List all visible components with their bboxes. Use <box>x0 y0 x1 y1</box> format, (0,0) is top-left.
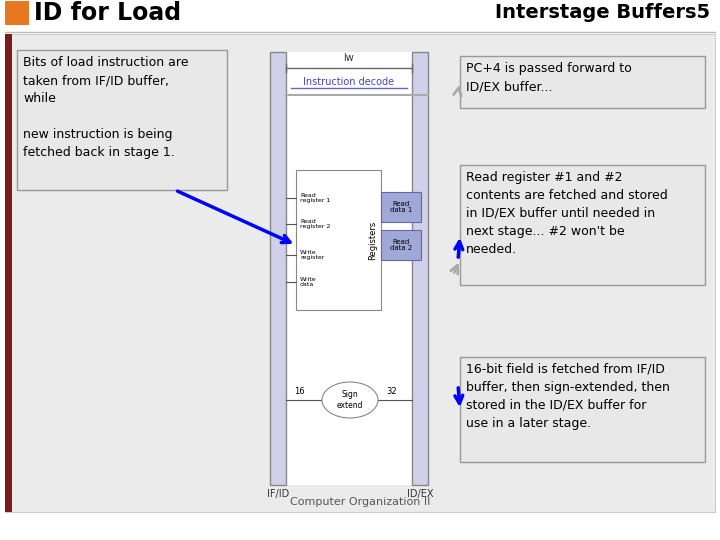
Text: Sign
extend: Sign extend <box>337 390 364 410</box>
Text: ID for Load: ID for Load <box>34 1 181 25</box>
FancyBboxPatch shape <box>17 50 227 190</box>
FancyBboxPatch shape <box>460 357 705 462</box>
Text: Registers: Registers <box>369 220 377 260</box>
FancyBboxPatch shape <box>460 165 705 285</box>
Text: Computer Organization II: Computer Organization II <box>290 497 430 507</box>
Text: 32: 32 <box>386 387 397 396</box>
Text: Read
register 2: Read register 2 <box>300 219 330 230</box>
FancyBboxPatch shape <box>460 56 705 108</box>
Text: Interstage Buffers5: Interstage Buffers5 <box>495 3 710 23</box>
Text: PC+4 is passed forward to
ID/EX buffer...: PC+4 is passed forward to ID/EX buffer..… <box>466 62 631 93</box>
FancyBboxPatch shape <box>5 34 12 512</box>
FancyBboxPatch shape <box>270 52 428 485</box>
Text: Write
register: Write register <box>300 249 325 260</box>
Text: Read register #1 and #2
contents are fetched and stored
in ID/EX buffer until ne: Read register #1 and #2 contents are fet… <box>466 171 667 256</box>
FancyBboxPatch shape <box>412 52 428 485</box>
Text: Write
data: Write data <box>300 276 317 287</box>
Ellipse shape <box>322 382 378 418</box>
FancyBboxPatch shape <box>270 52 286 485</box>
Text: lw: lw <box>343 53 354 63</box>
FancyBboxPatch shape <box>296 170 381 310</box>
Text: IF/ID: IF/ID <box>267 489 289 499</box>
FancyBboxPatch shape <box>381 192 421 222</box>
Text: ID/EX: ID/EX <box>407 489 433 499</box>
Text: 16-bit field is fetched from IF/ID
buffer, then sign-extended, then
stored in th: 16-bit field is fetched from IF/ID buffe… <box>466 363 670 430</box>
FancyBboxPatch shape <box>5 1 29 25</box>
Text: Read
data 2: Read data 2 <box>390 239 412 252</box>
Text: 16: 16 <box>294 387 305 396</box>
FancyBboxPatch shape <box>5 34 715 512</box>
Text: Instruction decode: Instruction decode <box>303 77 395 87</box>
Text: Read
data 1: Read data 1 <box>390 200 412 213</box>
Text: Read
register 1: Read register 1 <box>300 193 330 204</box>
FancyBboxPatch shape <box>381 230 421 260</box>
Text: Bits of load instruction are
taken from IF/ID buffer,
while

new instruction is : Bits of load instruction are taken from … <box>23 56 189 159</box>
